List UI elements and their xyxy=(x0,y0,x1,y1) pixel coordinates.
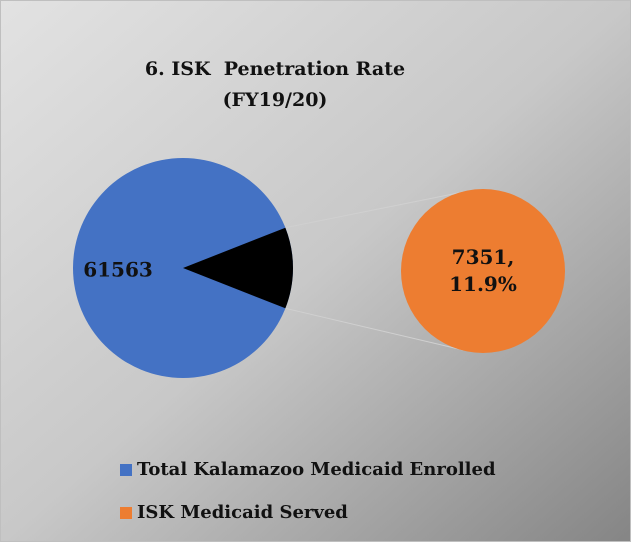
chart-title: (FY19/20) xyxy=(223,89,328,111)
legend-label: ISK Medicaid Served xyxy=(137,502,348,523)
connector-line xyxy=(285,307,464,351)
secondary-pie xyxy=(401,189,565,353)
data-label: 61563 xyxy=(83,258,153,282)
data-label: 7351, 11.9% xyxy=(449,245,517,296)
chart-title: 6. ISK Penetration Rate xyxy=(145,58,405,80)
connector-line xyxy=(285,191,464,229)
legend-swatch xyxy=(120,507,132,519)
legend-swatch xyxy=(120,464,132,476)
legend-label: Total Kalamazoo Medicaid Enrolled xyxy=(137,459,496,480)
pie-slice xyxy=(183,227,293,309)
